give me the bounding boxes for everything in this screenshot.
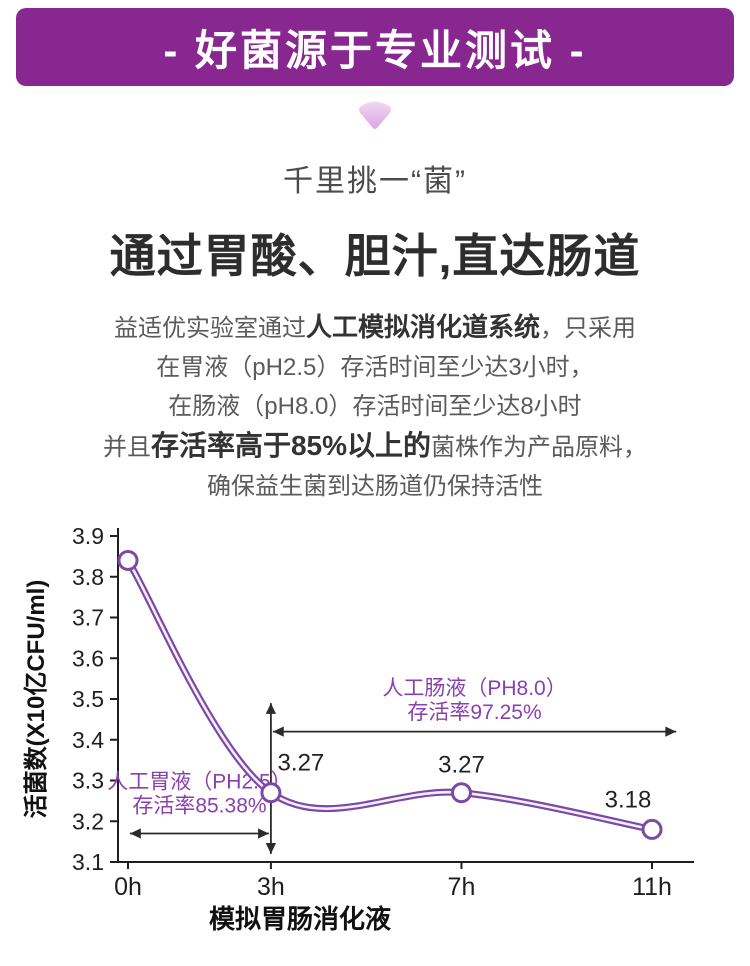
data-point-label: 3.27 (438, 752, 485, 779)
paragraph-line-4: 并且存活率高于85%以上的菌株作为产品原料， (0, 426, 750, 467)
intro-paragraph: 益适优实验室通过人工模拟消化道系统，只采用 在胃液（pH2.5）存活时间至少达3… (0, 308, 750, 506)
x-tick-label: 7h (448, 873, 476, 901)
x-tick-label: 3h (257, 873, 285, 901)
arrow-head (258, 828, 269, 839)
data-point (117, 549, 139, 571)
y-tick-label: 3.6 (72, 645, 104, 671)
survival-line-chart: 3.9 3.8 3.7 3.6 3.5 3.4 3.3 3.2 3.1 0h 3h 7h 11h 活菌数(… (23, 523, 694, 934)
paragraph-text: 益适优实验室通过 (113, 315, 306, 342)
paragraph-line-1: 益适优实验室通过人工模拟消化道系统，只采用 (0, 308, 750, 348)
arrow-head (265, 843, 277, 854)
paragraph-text: 在胃液（pH2.5）存活时间至少达3小时， (156, 354, 594, 381)
section-title: 通过胃酸、胆汁,直达肠道 (109, 230, 641, 282)
paragraph-text-bold: 人工模拟消化道系统 (305, 312, 540, 342)
annotation-text: 人工肠液（PH8.0） (382, 677, 566, 700)
paragraph-text: 并且 (102, 434, 151, 461)
arrow-head (265, 703, 277, 714)
data-point-label: 3.18 (605, 786, 652, 813)
y-axis-label: 活菌数(X10亿CFU/ml) (23, 580, 50, 819)
paragraph-line-2: 在胃液（pH2.5）存活时间至少达3小时， (0, 348, 750, 387)
data-point (450, 782, 472, 804)
section-subtitle: 千里挑一“菌” (283, 165, 467, 198)
paragraph-text: ，只采用 (540, 315, 636, 342)
arrow-head (272, 726, 284, 737)
paragraph-text: 确保益生菌到达肠道仍保持活性 (207, 473, 543, 500)
arrow-head (130, 828, 141, 839)
paragraph-text: 在肠液（pH8.0）存活时间至少达8小时 (168, 393, 582, 420)
y-tick-label: 3.5 (72, 686, 104, 712)
heart-down-icon (359, 101, 391, 129)
y-tick-label: 3.4 (72, 727, 104, 753)
data-point-label: 3.27 (278, 750, 325, 777)
y-tick-label: 3.3 (72, 768, 104, 794)
y-tick-label: 3.2 (72, 808, 104, 834)
data-point (260, 782, 282, 804)
series-line-inner (126, 559, 654, 831)
section-divider (0, 98, 750, 134)
x-tick-label: 11h (632, 873, 672, 901)
annotation-text: 人工胃液（PH2.5） (107, 771, 291, 794)
banner-title: - 好菌源于专业测试 - (163, 26, 587, 74)
y-tick-label: 3.1 (72, 849, 104, 875)
paragraph-line-3: 在肠液（pH8.0）存活时间至少达8小时 (0, 387, 750, 426)
paragraph-text-bold: 存活率高于85%以上的 (150, 430, 432, 461)
y-tick-label: 3.9 (72, 523, 104, 549)
survival-chart: 3.9 3.8 3.7 3.6 3.5 3.4 3.3 3.2 3.1 0h 3h 7h 11h 活菌数(… (0, 512, 750, 966)
header-banner: - 好菌源于专业测试 - (16, 8, 734, 86)
data-point (641, 818, 663, 840)
y-tick-label: 3.8 (72, 564, 104, 590)
x-tick-label: 0h (114, 873, 142, 901)
arrow-head (665, 726, 677, 737)
y-tick-label: 3.7 (72, 605, 104, 631)
paragraph-line-5: 确保益生菌到达肠道仍保持活性 (0, 467, 750, 506)
paragraph-text: 菌株作为产品原料， (431, 434, 648, 461)
x-axis-label: 模拟胃肠消化液 (209, 904, 391, 934)
annotation-text: 存活率85.38% (132, 795, 266, 818)
annotation-text: 存活率97.25% (407, 701, 541, 724)
